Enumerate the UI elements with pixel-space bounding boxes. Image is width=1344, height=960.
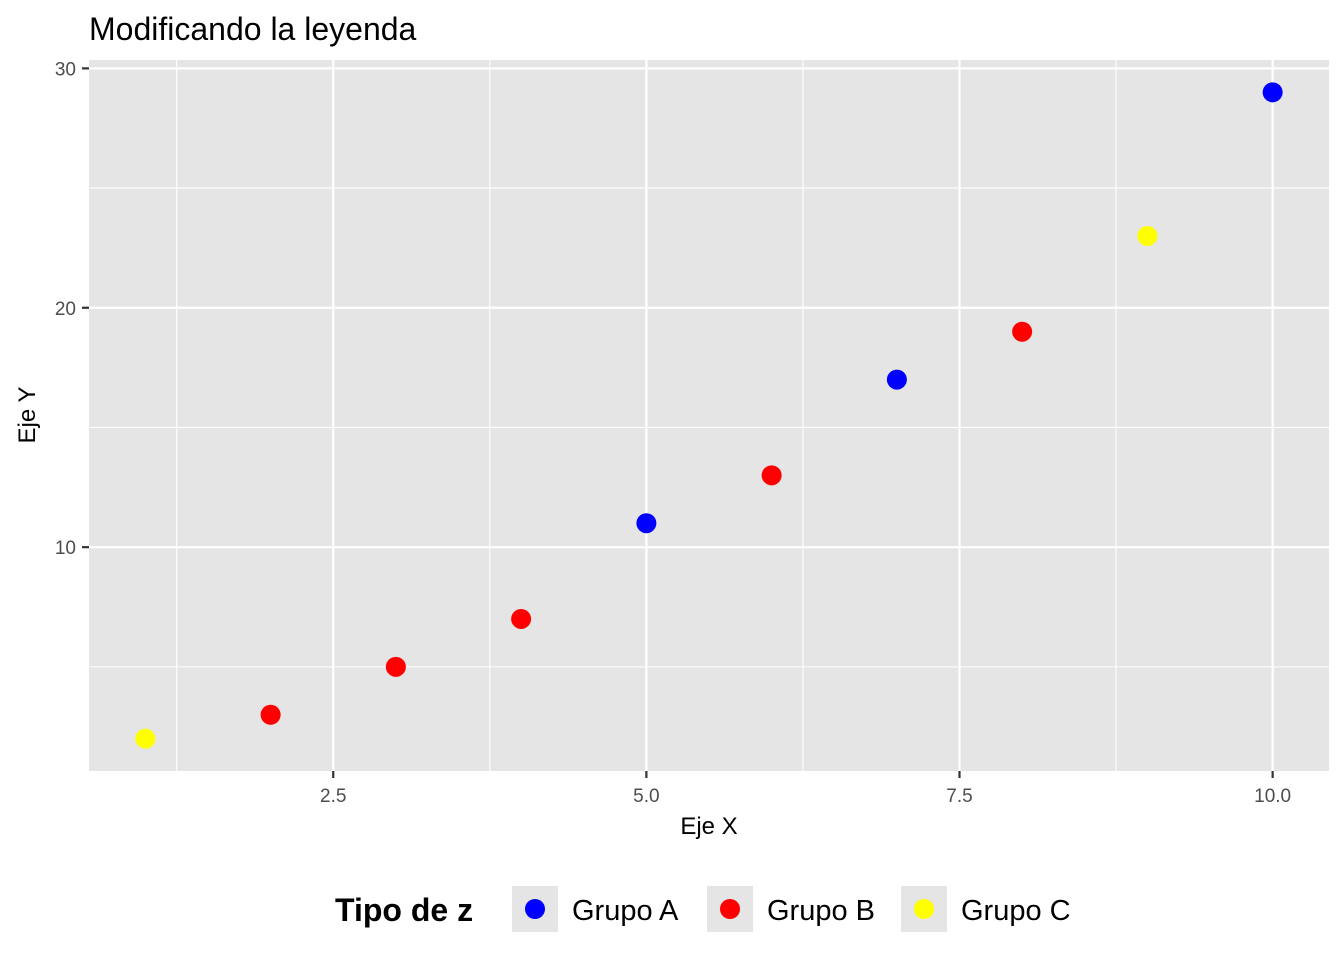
x-axis-title: Eje X	[680, 813, 737, 840]
data-point	[511, 608, 532, 629]
legend: Tipo de z Grupo A Grupo B Grupo C	[335, 886, 1071, 932]
y-tick-label: 20	[55, 299, 76, 320]
data-point	[385, 656, 406, 677]
data-point	[761, 465, 782, 486]
data-point	[1137, 225, 1158, 246]
data-point	[636, 513, 657, 534]
major-gridlines	[89, 60, 1329, 771]
x-tick-label: 10.0	[1254, 786, 1291, 807]
legend-key-point	[525, 899, 545, 919]
x-tick-label: 2.5	[320, 786, 346, 807]
x-tick-label: 7.5	[946, 786, 972, 807]
data-point	[135, 728, 156, 749]
data-points	[135, 82, 1283, 749]
chart-title: Modificando la leyenda	[89, 11, 417, 47]
legend-key-point	[914, 899, 934, 919]
minor-gridlines	[89, 60, 1329, 771]
y-axis-title: Eje Y	[14, 387, 41, 444]
data-point	[886, 369, 907, 390]
legend-key-point	[720, 899, 740, 919]
legend-entry-label: Grupo B	[767, 895, 875, 927]
data-point	[260, 704, 281, 725]
data-point	[1262, 82, 1283, 103]
legend-entry-label: Grupo A	[572, 895, 679, 927]
axis-ticks	[82, 67, 1274, 778]
plot-panel	[89, 60, 1329, 771]
x-tick-labels: 2.5 5.0 7.5 10.0	[320, 786, 1291, 807]
y-tick-labels: 10 20 30	[55, 59, 76, 559]
x-tick-label: 5.0	[633, 786, 659, 807]
y-tick-label: 10	[55, 538, 76, 559]
y-tick-label: 30	[55, 59, 76, 80]
data-point	[1012, 321, 1033, 342]
legend-title: Tipo de z	[335, 892, 473, 928]
legend-entry-label: Grupo C	[961, 895, 1071, 927]
legend-entries: Grupo A Grupo B Grupo C	[512, 886, 1071, 932]
